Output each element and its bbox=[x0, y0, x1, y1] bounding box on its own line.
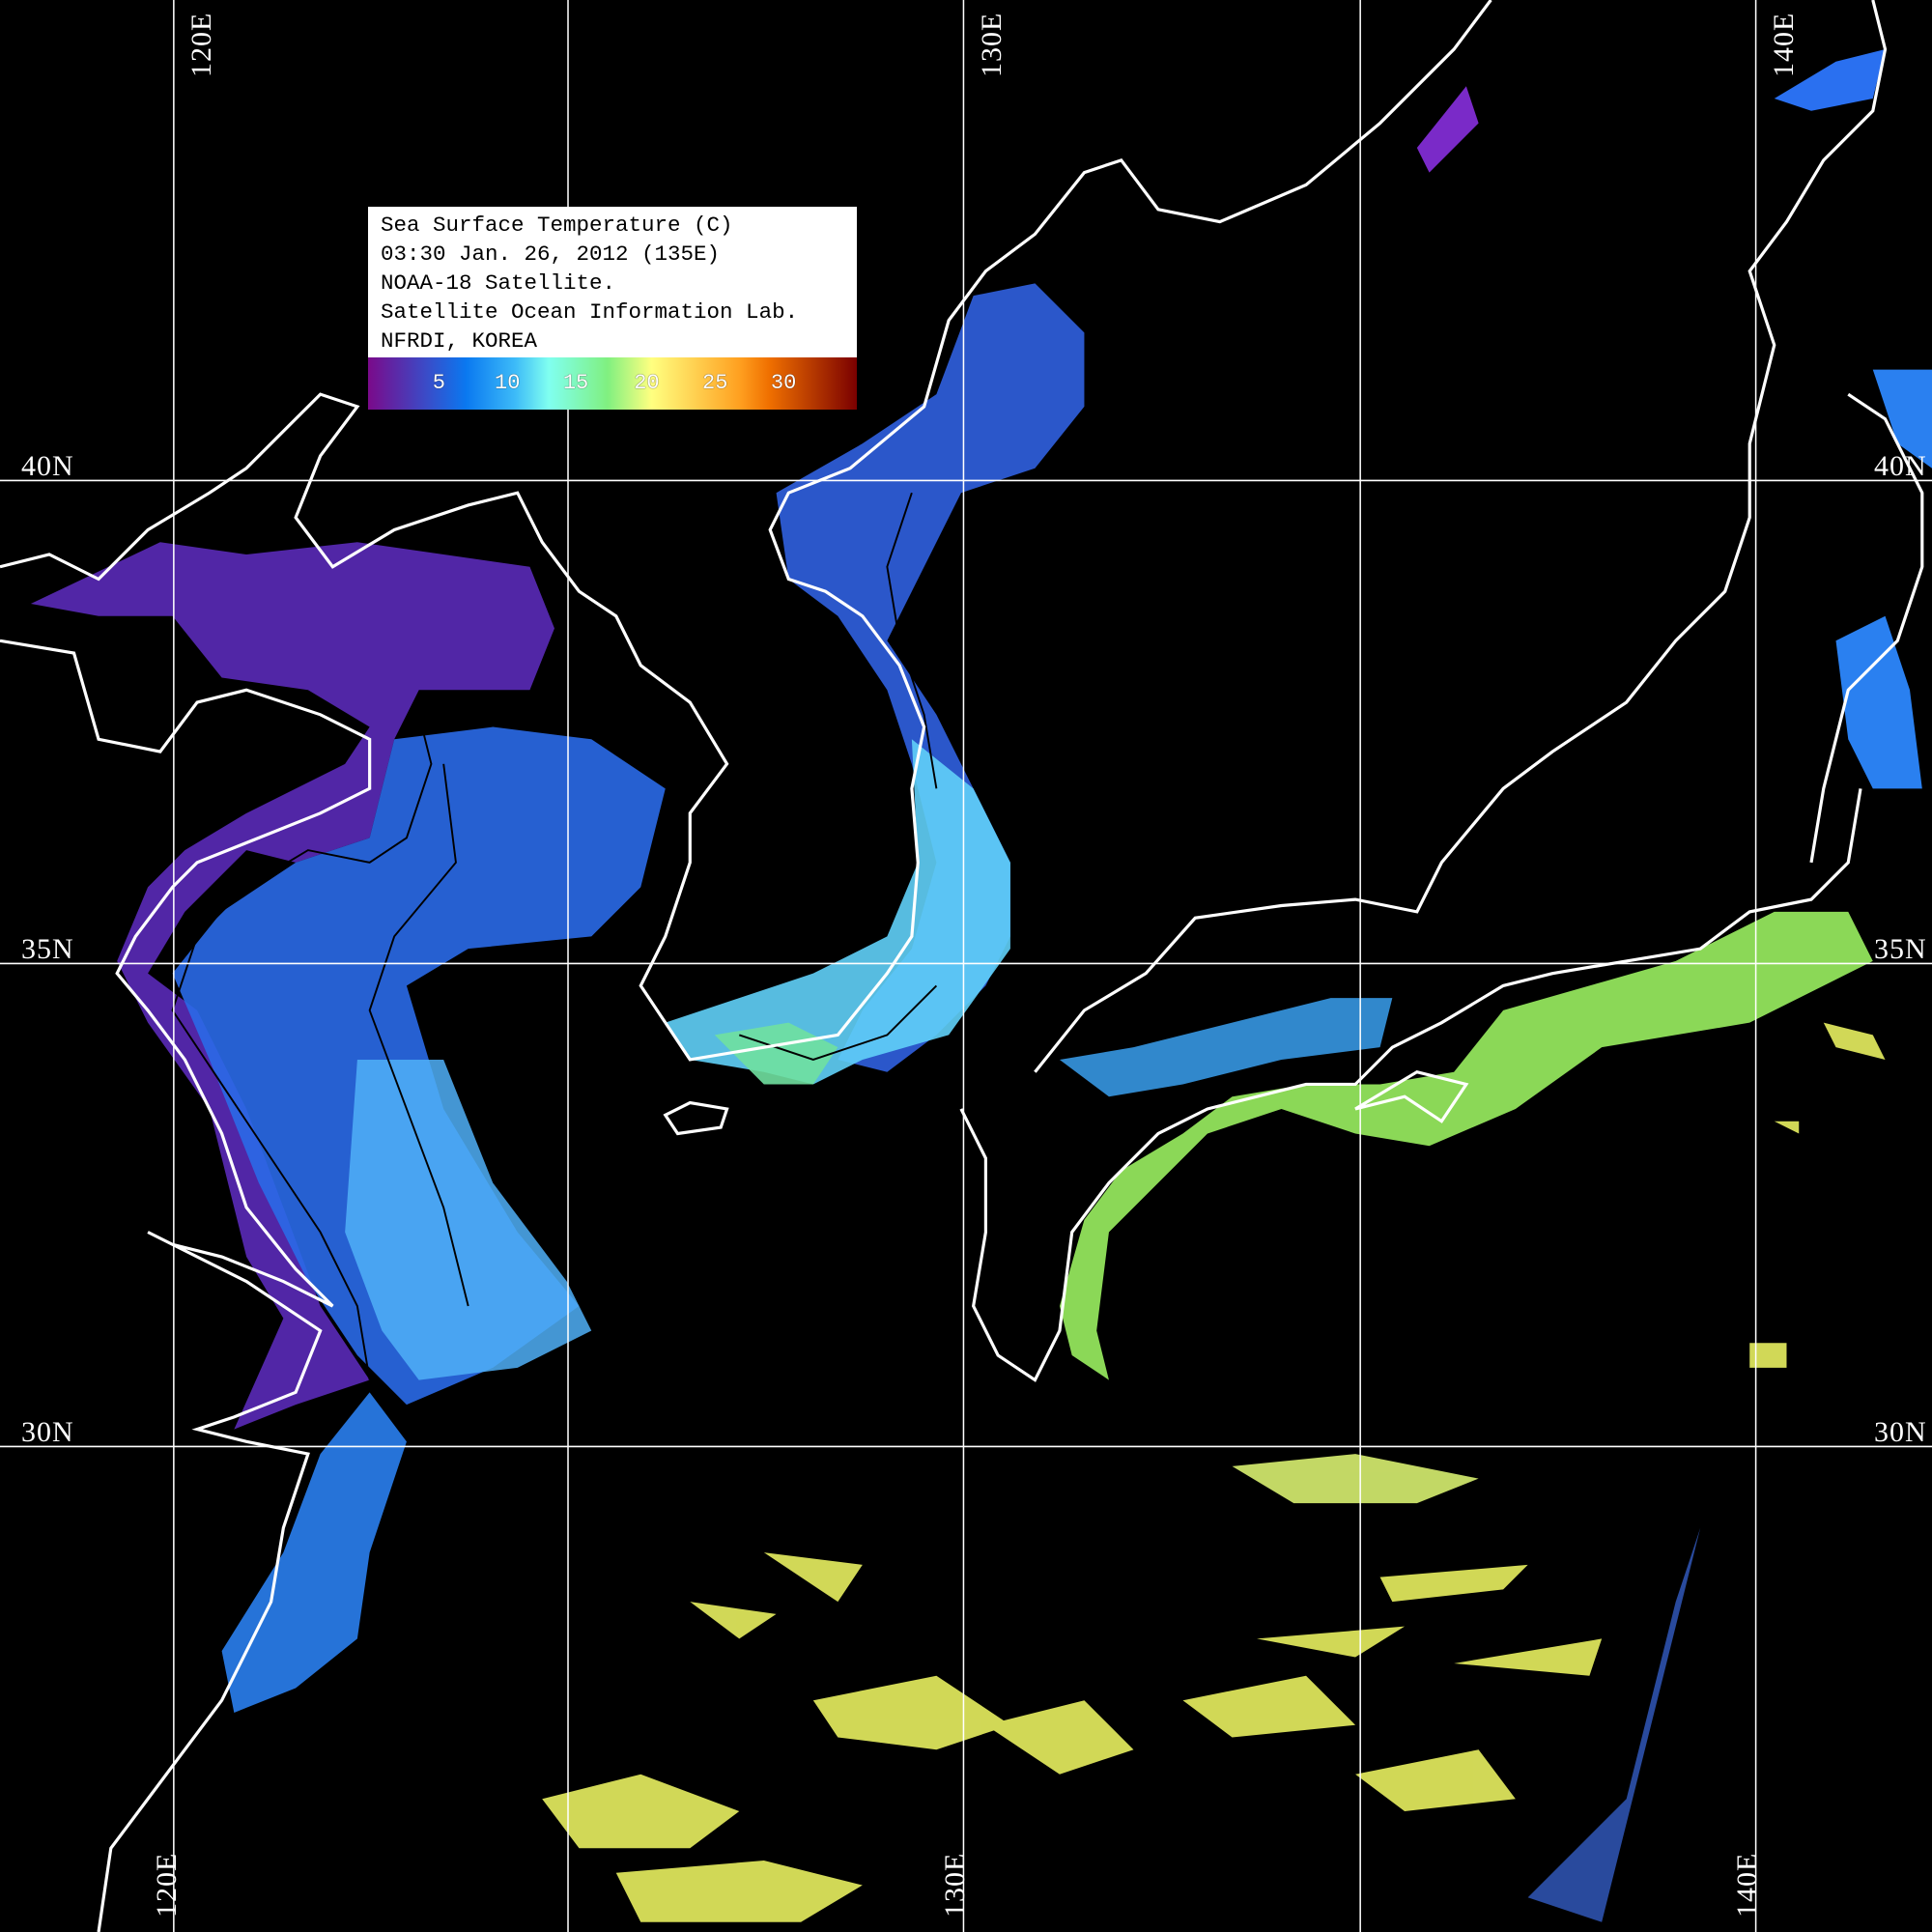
isotherm-contours bbox=[171, 492, 938, 1380]
legend-title: Sea Surface Temperature (C) bbox=[381, 213, 733, 238]
lat-label-right-30n: 30N bbox=[1874, 1416, 1927, 1448]
lon-label-bottom-140e: 140E bbox=[1731, 1852, 1763, 1918]
colorbar-tick-5: 5 bbox=[432, 371, 445, 395]
lon-label-top-120e: 120E bbox=[185, 12, 217, 77]
east-honshu-coast bbox=[1809, 392, 1924, 864]
legend-datetime: 03:30 Jan. 26, 2012 (135E) bbox=[381, 242, 721, 267]
honshu-east-blue bbox=[1835, 615, 1922, 789]
lat-label-right-35n: 35N bbox=[1874, 933, 1927, 965]
lat-label-right-40n: 40N bbox=[1874, 450, 1927, 482]
pacific-blue-swath bbox=[1527, 1527, 1701, 1922]
honshu-east-blue-2 bbox=[1872, 369, 1932, 469]
lon-label-bottom-120e: 120E bbox=[151, 1852, 183, 1918]
lat-label-left-30n: 30N bbox=[21, 1416, 74, 1448]
lon-label-bottom-130e: 130E bbox=[939, 1852, 971, 1918]
legend-text: Sea Surface Temperature (C) 03:30 Jan. 2… bbox=[368, 207, 857, 357]
lat-label-left-40n: 40N bbox=[21, 450, 74, 482]
korea-south-green bbox=[714, 1022, 838, 1085]
lat-label-left-35n: 35N bbox=[21, 933, 74, 965]
hokkaido-blue bbox=[1774, 49, 1886, 111]
china-bohai-coast bbox=[0, 639, 372, 1932]
lon-label-top-130e: 130E bbox=[976, 12, 1008, 77]
japan-kyushu-honshu-coast bbox=[1034, 0, 1888, 1073]
colorbar-tick-30: 30 bbox=[770, 371, 797, 395]
korea-coast bbox=[664, 0, 1492, 1062]
lon-label-top-140e: 140E bbox=[1768, 12, 1800, 77]
colorbar-tick-15: 15 bbox=[562, 371, 589, 395]
japan-south-coast bbox=[959, 788, 1862, 1382]
legend-lab: Satellite Ocean Information Lab. bbox=[381, 299, 799, 325]
japan-south-green bbox=[1059, 911, 1873, 1380]
bohai-yellow-sea-cold-water bbox=[30, 542, 554, 1430]
china-coast-strip bbox=[221, 1392, 407, 1713]
pacific-warm-speckles bbox=[542, 1022, 1886, 1922]
legend-satellite: NOAA-18 Satellite. bbox=[381, 270, 616, 296]
china-north-coast bbox=[0, 392, 729, 1024]
japan-sea-blue-patches bbox=[1059, 998, 1393, 1097]
east-china-sea-cyan bbox=[345, 1059, 592, 1380]
legend-institution: NFRDI, KOREA bbox=[381, 328, 538, 354]
legend: Sea Surface Temperature (C) 03:30 Jan. 2… bbox=[368, 207, 857, 412]
jeju-island bbox=[663, 1100, 729, 1136]
colorbar: 5 10 15 20 25 30 bbox=[368, 357, 857, 410]
colorbar-tick-10: 10 bbox=[495, 371, 521, 395]
colorbar-tick-25: 25 bbox=[702, 371, 728, 395]
north-japan-sea-purple bbox=[1416, 86, 1479, 173]
shikoku-coast bbox=[1354, 1069, 1469, 1123]
colorbar-tick-20: 20 bbox=[634, 371, 660, 395]
sst-field bbox=[30, 49, 1932, 1713]
